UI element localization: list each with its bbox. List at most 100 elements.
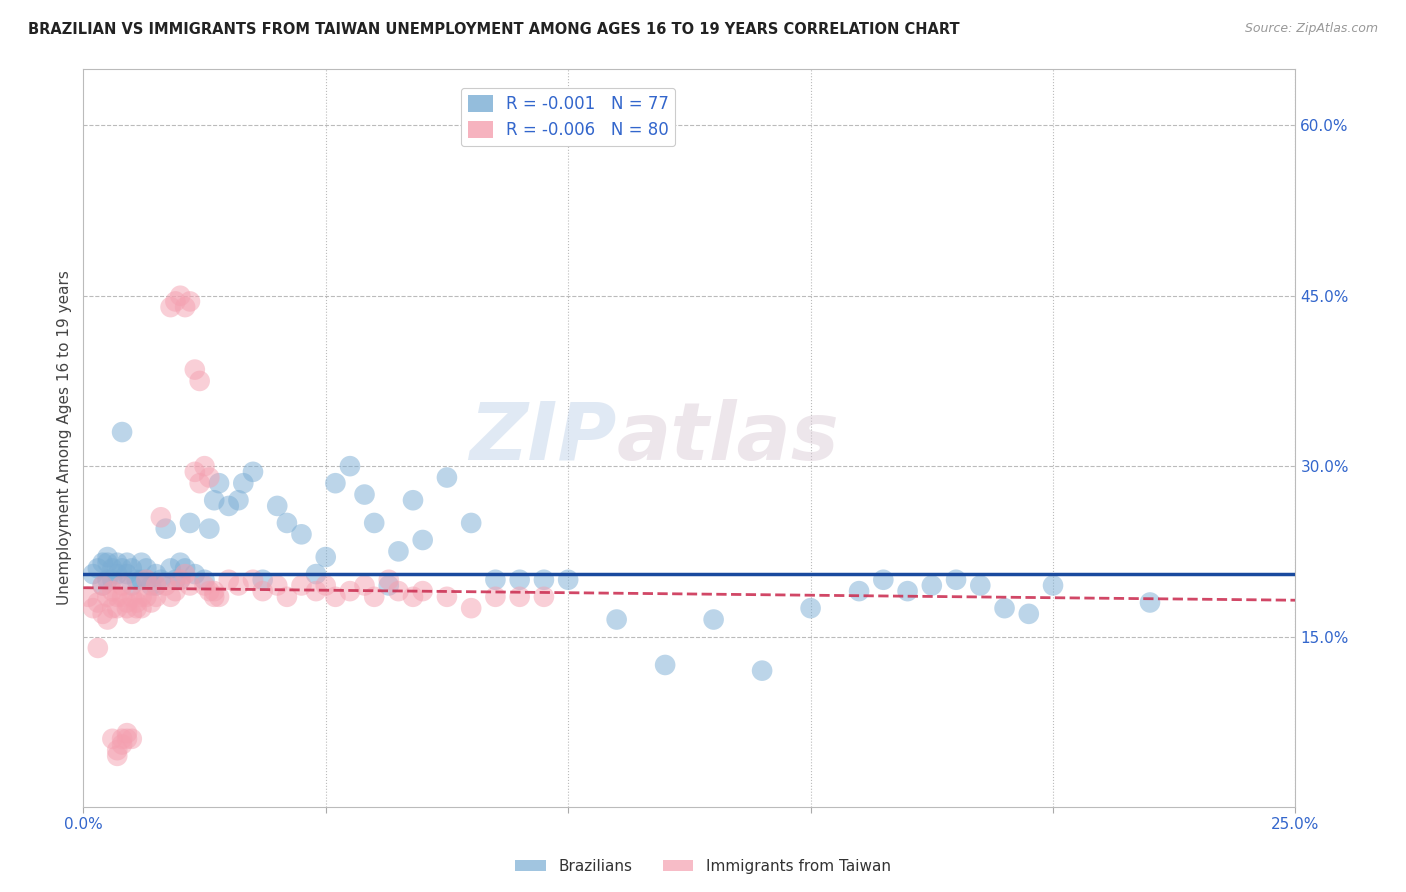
Point [145, 578, 167, 592]
Point [96, 573, 118, 587]
Point [105, 743, 128, 757]
Point [101, 601, 124, 615]
Point [1018, 607, 1040, 621]
Point [402, 493, 425, 508]
Point [533, 590, 555, 604]
Y-axis label: Unemployment Among Ages 16 to 19 years: Unemployment Among Ages 16 to 19 years [58, 270, 72, 605]
Point [193, 459, 215, 474]
Point [135, 561, 157, 575]
Point [1042, 578, 1064, 592]
Point [363, 590, 385, 604]
Point [872, 573, 894, 587]
Point [155, 578, 177, 592]
Point [315, 578, 337, 592]
Point [353, 487, 375, 501]
Point [121, 731, 143, 746]
Point [179, 516, 201, 530]
Point [169, 556, 191, 570]
Point [115, 726, 138, 740]
Point [91, 556, 114, 570]
Point [188, 374, 211, 388]
Point [135, 590, 157, 604]
Point [208, 590, 231, 604]
Point [509, 573, 531, 587]
Point [509, 590, 531, 604]
Point [131, 590, 153, 604]
Point [174, 561, 197, 575]
Point [159, 561, 181, 575]
Point [115, 731, 138, 746]
Point [387, 544, 409, 558]
Point [242, 465, 264, 479]
Point [848, 584, 870, 599]
Point [82, 601, 104, 615]
Point [412, 584, 434, 599]
Point [111, 738, 134, 752]
Text: Source: ZipAtlas.com: Source: ZipAtlas.com [1244, 22, 1378, 36]
Point [290, 578, 312, 592]
Point [121, 590, 143, 604]
Point [165, 573, 187, 587]
Point [121, 607, 143, 621]
Point [242, 573, 264, 587]
Point [198, 470, 221, 484]
Point [105, 590, 128, 604]
Point [945, 573, 967, 587]
Point [121, 578, 143, 592]
Point [436, 590, 458, 604]
Point [101, 731, 124, 746]
Point [208, 476, 231, 491]
Point [91, 578, 114, 592]
Point [165, 294, 187, 309]
Point [339, 584, 361, 599]
Point [141, 595, 163, 609]
Point [751, 664, 773, 678]
Point [115, 556, 138, 570]
Point [218, 499, 240, 513]
Point [202, 584, 225, 599]
Point [131, 556, 153, 570]
Point [654, 657, 676, 672]
Point [484, 573, 506, 587]
Point [377, 573, 399, 587]
Point [412, 533, 434, 547]
Point [115, 601, 138, 615]
Point [115, 595, 138, 609]
Point [125, 601, 148, 615]
Point [96, 590, 118, 604]
Point [155, 522, 177, 536]
Point [174, 300, 197, 314]
Point [228, 578, 250, 592]
Point [363, 516, 385, 530]
Point [969, 578, 991, 592]
Point [149, 573, 172, 587]
Point [325, 476, 347, 491]
Point [387, 584, 409, 599]
Point [198, 584, 221, 599]
Point [315, 549, 337, 564]
Point [169, 573, 191, 587]
Point [993, 601, 1015, 615]
Point [91, 578, 114, 592]
Point [921, 578, 943, 592]
Point [460, 516, 482, 530]
Point [305, 584, 328, 599]
Point [105, 601, 128, 615]
Point [87, 561, 110, 575]
Point [228, 493, 250, 508]
Point [111, 578, 134, 592]
Text: atlas: atlas [617, 399, 839, 476]
Point [87, 640, 110, 655]
Legend: R = -0.001   N = 77, R = -0.006   N = 80: R = -0.001 N = 77, R = -0.006 N = 80 [461, 88, 675, 146]
Point [145, 578, 167, 592]
Point [305, 567, 328, 582]
Point [145, 567, 167, 582]
Point [896, 584, 918, 599]
Point [193, 578, 215, 592]
Point [218, 573, 240, 587]
Point [87, 595, 110, 609]
Point [96, 549, 118, 564]
Point [703, 613, 725, 627]
Point [800, 601, 823, 615]
Point [111, 590, 134, 604]
